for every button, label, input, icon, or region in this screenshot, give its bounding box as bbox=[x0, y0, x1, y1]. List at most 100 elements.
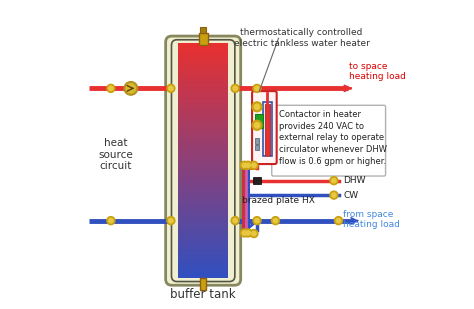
Circle shape bbox=[109, 86, 113, 91]
Bar bbox=[178, 59, 228, 61]
Bar bbox=[178, 185, 228, 188]
Bar bbox=[178, 172, 228, 174]
Bar bbox=[178, 201, 228, 204]
Bar bbox=[178, 205, 228, 207]
Bar bbox=[255, 145, 259, 150]
Text: Contactor in heater
provides 240 VAC to
external relay to operate
circulator whe: Contactor in heater provides 240 VAC to … bbox=[279, 110, 386, 166]
Circle shape bbox=[242, 231, 246, 235]
Circle shape bbox=[233, 86, 237, 91]
Bar bbox=[178, 234, 228, 237]
Circle shape bbox=[254, 104, 260, 109]
Bar bbox=[178, 111, 228, 114]
Bar bbox=[178, 218, 228, 221]
Bar bbox=[178, 94, 228, 96]
Bar bbox=[178, 187, 228, 190]
Bar bbox=[178, 123, 228, 125]
Bar bbox=[178, 63, 228, 65]
Circle shape bbox=[167, 84, 175, 92]
Bar bbox=[178, 105, 228, 108]
Bar bbox=[178, 69, 228, 71]
Bar bbox=[178, 191, 228, 194]
Bar bbox=[178, 168, 228, 170]
Bar bbox=[178, 131, 228, 133]
Bar bbox=[178, 189, 228, 192]
Bar bbox=[178, 102, 228, 104]
Circle shape bbox=[169, 218, 173, 223]
Bar bbox=[242, 168, 246, 230]
FancyBboxPatch shape bbox=[252, 91, 277, 164]
Circle shape bbox=[109, 218, 113, 223]
Bar bbox=[178, 84, 228, 87]
Bar bbox=[178, 72, 228, 75]
Circle shape bbox=[107, 217, 115, 225]
Circle shape bbox=[253, 217, 261, 225]
Circle shape bbox=[253, 84, 261, 92]
Circle shape bbox=[255, 86, 259, 91]
Bar bbox=[178, 61, 228, 63]
Bar bbox=[178, 158, 228, 161]
Circle shape bbox=[252, 120, 262, 130]
Bar bbox=[178, 244, 228, 246]
Bar bbox=[178, 98, 228, 100]
Bar bbox=[178, 162, 228, 165]
Bar bbox=[265, 104, 270, 154]
Bar bbox=[178, 222, 228, 225]
Bar bbox=[178, 226, 228, 229]
Bar bbox=[255, 114, 263, 128]
Bar bbox=[178, 240, 228, 243]
Circle shape bbox=[337, 218, 341, 223]
Circle shape bbox=[167, 217, 175, 225]
Text: from space
heating load: from space heating load bbox=[343, 210, 400, 229]
Bar bbox=[178, 82, 228, 85]
Bar bbox=[178, 109, 228, 112]
Bar bbox=[178, 127, 228, 129]
Bar bbox=[178, 66, 228, 69]
Circle shape bbox=[246, 163, 250, 167]
FancyBboxPatch shape bbox=[165, 36, 241, 285]
Bar bbox=[178, 259, 228, 262]
Bar bbox=[178, 176, 228, 178]
Bar bbox=[178, 181, 228, 184]
Circle shape bbox=[240, 161, 248, 169]
Bar bbox=[178, 261, 228, 264]
Bar bbox=[178, 144, 228, 147]
Bar bbox=[178, 139, 228, 141]
Bar bbox=[178, 88, 228, 91]
Circle shape bbox=[330, 191, 338, 199]
Circle shape bbox=[250, 161, 258, 169]
Bar bbox=[178, 180, 228, 182]
Circle shape bbox=[231, 84, 239, 92]
Bar bbox=[178, 45, 228, 48]
Bar bbox=[178, 275, 228, 277]
Bar bbox=[255, 138, 259, 144]
Bar bbox=[178, 74, 228, 77]
Bar bbox=[178, 51, 228, 53]
Circle shape bbox=[332, 193, 336, 197]
Bar bbox=[178, 238, 228, 240]
Bar bbox=[178, 170, 228, 172]
Bar bbox=[178, 197, 228, 200]
Bar bbox=[178, 228, 228, 231]
Bar bbox=[178, 246, 228, 248]
Bar bbox=[178, 57, 228, 59]
Text: thermostatically controlled
electric tankless water heater: thermostatically controlled electric tan… bbox=[234, 28, 370, 48]
Bar bbox=[178, 99, 228, 102]
Bar bbox=[178, 117, 228, 120]
Bar bbox=[178, 43, 228, 46]
Bar bbox=[178, 242, 228, 244]
Bar bbox=[178, 230, 228, 233]
Bar bbox=[178, 164, 228, 167]
Bar bbox=[178, 213, 228, 215]
Bar bbox=[178, 211, 228, 213]
Circle shape bbox=[244, 161, 252, 169]
Circle shape bbox=[240, 229, 248, 237]
Bar bbox=[178, 113, 228, 116]
Circle shape bbox=[231, 217, 239, 225]
Bar bbox=[178, 214, 228, 217]
Bar bbox=[246, 168, 250, 230]
Bar bbox=[178, 108, 228, 110]
Bar bbox=[178, 209, 228, 211]
Bar bbox=[178, 129, 228, 131]
Bar bbox=[178, 271, 228, 274]
Bar bbox=[200, 278, 206, 290]
